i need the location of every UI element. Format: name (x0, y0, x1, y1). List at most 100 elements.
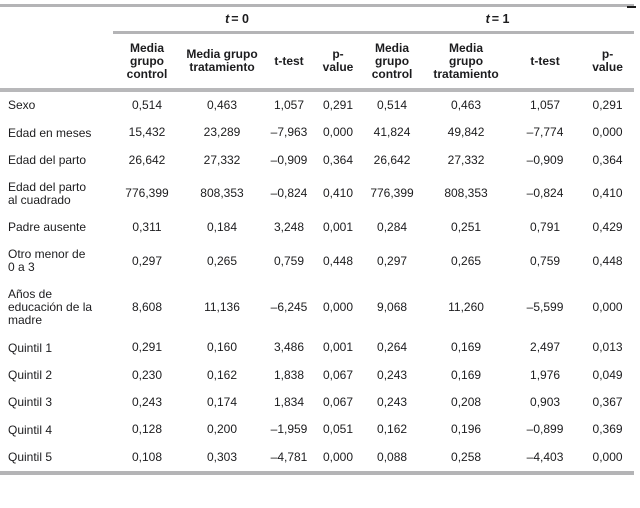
cell-value: –5,599 (526, 300, 564, 315)
cell-value: 15,432 (128, 125, 166, 140)
row-label: Edad del parto (8, 152, 87, 167)
cell-value: –0,909 (270, 152, 308, 167)
cell-value: 0,410 (323, 186, 354, 201)
cell-value: 0,264 (377, 340, 408, 355)
table-row: Quintil 5 0,108 0,303 –4,781 0,000 0,088 0,258… (0, 443, 635, 475)
cell-value: 0,903 (530, 395, 561, 410)
cell-value: 0,000 (315, 443, 362, 475)
table-row: Sexo 0,514 0,463 1,057 0,291 0,514 0,463 1,057 0… (0, 90, 634, 119)
cell-value: 0,243 (131, 395, 163, 410)
cell-value: 0,265 (206, 253, 238, 268)
cell-value: 776,399 (370, 186, 414, 201)
cell-value: 11,260 (448, 300, 484, 315)
cell-value: 0,128 (131, 422, 163, 437)
cell-value: 0,067 (323, 367, 354, 382)
stub-cell (0, 4, 113, 33)
cell-value: 0,000 (323, 125, 354, 140)
row-label: Padre ausente (8, 220, 87, 235)
table-row: Quintil 4 0,128 0,200 –1,959 0,051 0,162 0,196… (0, 416, 634, 443)
group-eq: = 1 (491, 11, 510, 26)
cell-value: 0,000 (592, 125, 623, 140)
cell-value: 0,791 (530, 220, 561, 235)
cell-value: 0,297 (131, 253, 163, 268)
cell-value: 0,364 (592, 152, 623, 167)
cell-value: 808,353 (200, 186, 244, 201)
cell-value: 26,642 (373, 152, 411, 167)
cell-value: 0,160 (206, 340, 238, 355)
cell-value: 0,297 (377, 253, 408, 268)
cell-value: 0,369 (592, 422, 623, 437)
row-label: Quintil 2 (8, 367, 53, 382)
table-row: Quintil 3 0,243 0,174 1,834 0,067 0,243 0,208 0… (0, 389, 634, 416)
cell-value: 0,169 (451, 340, 482, 355)
cell-value: –0,899 (526, 422, 564, 437)
cell-value: 1,057 (530, 98, 561, 113)
cell-value: 3,248 (273, 220, 305, 235)
table-row: Padre ausente 0,311 0,184 3,248 0,001 0,284 0,… (0, 214, 634, 241)
cell-value: 27,332 (203, 152, 241, 167)
cell-value: –0,909 (526, 152, 564, 167)
balance-table: t = 0 t = 1 Media grupo control Media grup… (0, 4, 635, 475)
table-row: Otro menor de 0 a 3 0,297 0,265 0,759 0,448 0… (0, 241, 634, 281)
cell-value: 0,108 (113, 443, 181, 475)
cell-value: 0,049 (592, 367, 623, 382)
cell-value: 0,230 (131, 367, 163, 382)
cell-value: 808,353 (444, 186, 488, 201)
row-label: Quintil 4 (8, 422, 53, 437)
table-row: Quintil 1 0,291 0,160 3,486 0,001 0,264 0,169 2… (0, 334, 634, 361)
cell-value: 0,463 (451, 98, 482, 113)
col-header-media-control-t0: Media grupo control (113, 32, 181, 92)
cell-value: 0,364 (323, 152, 354, 167)
table-body: Sexo 0,514 0,463 1,057 0,291 0,514 0,463 1,057 0… (0, 90, 635, 475)
cell-value: 776,399 (125, 186, 169, 201)
cell-value: –7,774 (526, 125, 564, 140)
col-header-ttest-t1: t-test (509, 32, 582, 92)
cell-value: 0,162 (206, 367, 238, 382)
row-label: Quintil 5 (0, 443, 113, 475)
cell-value: 11,136 (204, 300, 240, 315)
cell-value: 0,169 (451, 367, 482, 382)
cell-value: 0,000 (323, 300, 354, 315)
cell-value: 23,289 (203, 125, 241, 140)
cell-value: –0,824 (270, 186, 308, 201)
cell-value: 1,834 (273, 395, 305, 410)
table-row: Edad del parto 26,642 27,332 –0,909 0,364 26,… (0, 147, 634, 174)
col-header-media-tratamiento-t1: Media grupo tratamiento (423, 32, 510, 92)
cell-value: 0,429 (592, 220, 623, 235)
cell-value: 0,196 (451, 422, 482, 437)
group-var: t (225, 11, 230, 26)
row-label: Años de educación de la madre (8, 287, 93, 328)
cell-value: 0,258 (423, 443, 510, 475)
row-label: Sexo (8, 98, 36, 113)
cell-value: 0,001 (323, 220, 354, 235)
cell-value: 0,088 (361, 443, 424, 475)
cell-value: 2,497 (530, 340, 561, 355)
corner-tick (627, 6, 636, 8)
cell-value: –6,245 (270, 300, 308, 315)
group-eq: = 0 (231, 11, 249, 26)
cell-value: 0,367 (592, 395, 623, 410)
table-row: Edad del parto al cuadrado 776,399 808,353… (0, 174, 634, 214)
cell-value: 0,243 (377, 395, 408, 410)
cell-value: 0,291 (592, 98, 623, 113)
cell-value: 0,284 (377, 220, 408, 235)
cell-value: –4,781 (263, 443, 315, 475)
sub-header-row: Media grupo control Media grupo tratamie… (0, 32, 635, 92)
cell-value: –4,403 (509, 443, 582, 475)
row-label: Otro menor de 0 a 3 (8, 247, 86, 275)
cell-value: 0,448 (592, 253, 623, 268)
cell-value: 0,410 (592, 186, 623, 201)
table-row: Años de educación de la madre 8,608 11,136… (0, 281, 634, 334)
cell-value: 0,162 (377, 422, 408, 437)
cell-value: 1,838 (273, 367, 305, 382)
col-header-media-control-t1: Media grupo control (361, 32, 424, 92)
cell-value: 1,057 (273, 98, 305, 113)
cell-value: 0,000 (592, 300, 623, 315)
cell-value: 0,311 (132, 220, 162, 235)
cell-value: 0,013 (592, 340, 623, 355)
cell-value: 26,642 (128, 152, 166, 167)
cell-value: 0,265 (451, 253, 482, 268)
cell-value: 0,243 (377, 367, 408, 382)
cell-value: 0,448 (323, 253, 354, 268)
col-header-pvalue-t1: p-value (581, 32, 635, 92)
